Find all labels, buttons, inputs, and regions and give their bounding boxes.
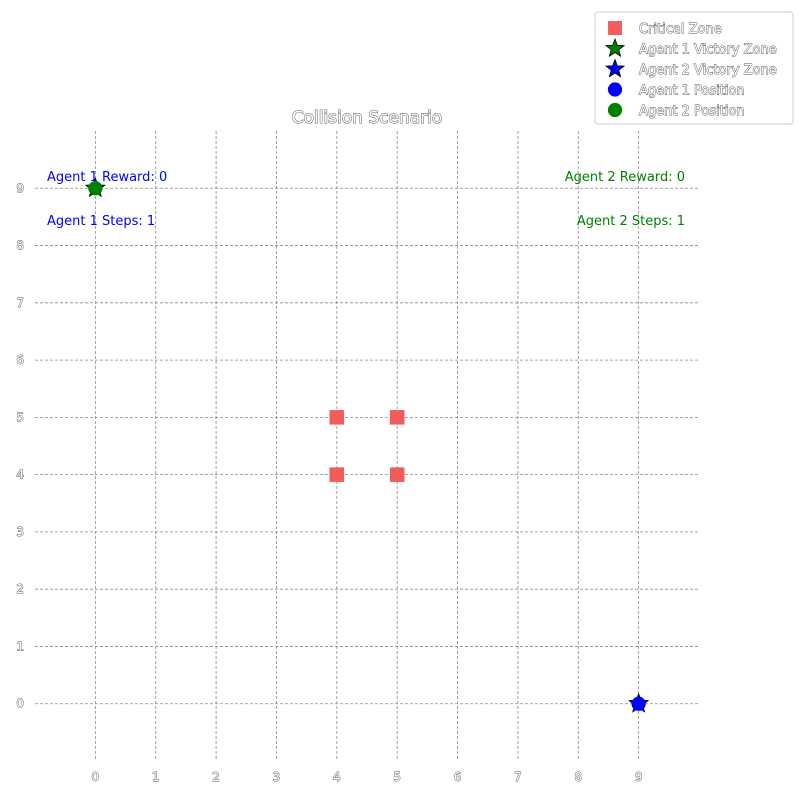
x-tick-label: 4 (333, 770, 341, 784)
grid (35, 131, 699, 761)
annotation-4: Agent 2 Steps: 1 (577, 214, 685, 229)
y-tick-label: 0 (16, 697, 24, 711)
x-tick-label: 9 (635, 770, 643, 784)
critical-zone-marker (389, 467, 405, 482)
annotation-2: Agent 1 Steps: 1 (47, 214, 155, 229)
annotation-1: Agent 1 Reward: 0 (47, 170, 167, 185)
agent-2-position-marker (88, 181, 103, 196)
legend-label-4: Agent 1 Position (639, 84, 745, 99)
legend-marker-3 (604, 58, 626, 78)
x-tick-label: 2 (212, 770, 220, 784)
y-tick-label: 1 (16, 639, 24, 653)
x-tick-label: 6 (454, 770, 462, 784)
legend-box (594, 11, 794, 125)
y-tick-label: 4 (16, 468, 24, 482)
critical-zone-marker (329, 410, 345, 425)
x-tick-label: 8 (574, 770, 582, 784)
legend-marker-5 (607, 102, 623, 118)
x-axis-ticks: 0 1 2 3 4 5 6 7 8 9 (91, 770, 643, 785)
chart-title: Collision Scenario (292, 108, 443, 128)
y-tick-label: 2 (16, 582, 24, 596)
annotations: Agent 1 Reward: 0 Agent 1 Steps: 1 Agent 2… (47, 170, 685, 229)
legend-label-5: Agent 2 Position (639, 104, 745, 119)
legend-label-1: Critical Zone (639, 22, 722, 37)
x-tick-label: 1 (152, 770, 160, 784)
y-tick-label: 8 (16, 239, 24, 253)
x-tick-label: 0 (92, 770, 100, 784)
legend-label-2: Agent 1 Victory Zone (639, 43, 777, 58)
annotation-3: Agent 2 Reward: 0 (565, 170, 685, 185)
x-tick-label: 7 (514, 770, 522, 784)
y-tick-label: 5 (16, 410, 24, 424)
legend: Critical Zone Agent 1 Victory Zone Agent 2… (594, 11, 794, 125)
y-tick-label: 3 (16, 525, 24, 539)
critical-zone-marker (389, 410, 405, 425)
y-tick-label: 7 (16, 296, 24, 310)
data-markers (84, 177, 650, 713)
legend-marker-1 (608, 21, 622, 35)
y-tick-label: 9 (16, 181, 24, 195)
legend-label-3: Agent 2 Victory Zone (639, 63, 777, 78)
legend-marker-2 (604, 37, 626, 58)
critical-zone-marker (329, 467, 345, 482)
legend-marker-4 (607, 82, 623, 97)
y-tick-label: 6 (16, 353, 24, 367)
x-tick-label: 3 (273, 770, 281, 784)
y-axis-ticks: 0 1 2 3 4 5 6 7 8 9 (16, 181, 25, 711)
x-tick-label: 5 (393, 770, 401, 784)
agent-1-position-marker (631, 696, 646, 711)
